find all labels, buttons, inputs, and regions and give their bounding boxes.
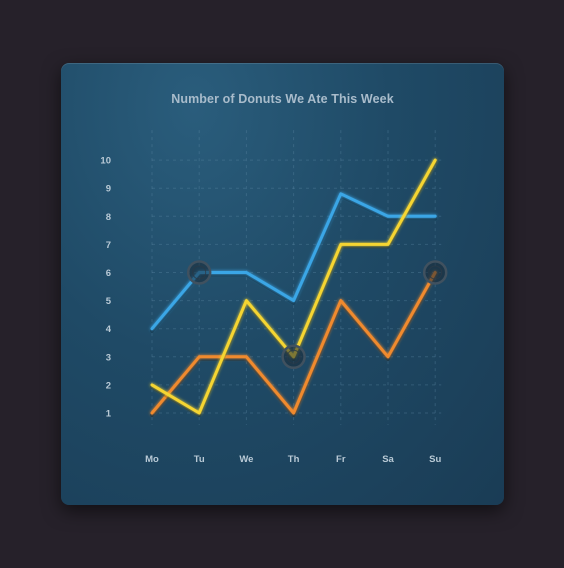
line-chart: 1 2 3 4 5 6 7 8 9 10 Mo Tu We Th Fr Sa Su	[100, 130, 448, 465]
highlight-ring	[422, 260, 448, 285]
series-line	[150, 271, 438, 417]
chart-title: Number of Donuts We Ate This Week	[171, 92, 394, 106]
y-axis: 1 2 3 4 5 6 7 8 9 10	[100, 156, 111, 420]
x-tick-label: Mo	[145, 454, 159, 465]
y-tick-label: 6	[106, 268, 111, 279]
y-tick-label: 2	[106, 380, 111, 391]
x-axis: Mo Tu We Th Fr Sa Su	[145, 454, 441, 465]
x-tick-label: Su	[429, 454, 441, 465]
y-tick-label: 7	[106, 240, 111, 251]
y-tick-label: 5	[106, 296, 112, 307]
highlight-point[interactable]	[422, 260, 448, 285]
y-tick-label: 3	[106, 352, 111, 363]
highlight-ring	[186, 260, 212, 285]
y-tick-label: 10	[100, 156, 111, 167]
y-tick-label: 4	[106, 324, 112, 335]
x-tick-label: Tu	[194, 454, 205, 465]
y-tick-label: 1	[106, 409, 112, 420]
highlight-point[interactable]	[281, 344, 306, 370]
highlight-markers	[186, 260, 448, 370]
highlight-ring	[281, 344, 306, 370]
highlight-point[interactable]	[186, 260, 212, 285]
chart-card: Number of Donuts We Ate This Week 1 2 3 4 5 6…	[61, 63, 504, 505]
x-tick-label: We	[239, 454, 253, 465]
x-tick-label: Sa	[382, 454, 394, 465]
highlight-inner	[286, 349, 301, 364]
series-line-path	[150, 271, 437, 415]
highlight-inner	[428, 265, 443, 280]
y-tick-label: 8	[106, 212, 111, 223]
highlight-inner	[192, 265, 207, 280]
x-tick-label: Fr	[336, 454, 346, 465]
x-tick-label: Th	[288, 454, 300, 465]
y-tick-label: 9	[106, 184, 111, 195]
